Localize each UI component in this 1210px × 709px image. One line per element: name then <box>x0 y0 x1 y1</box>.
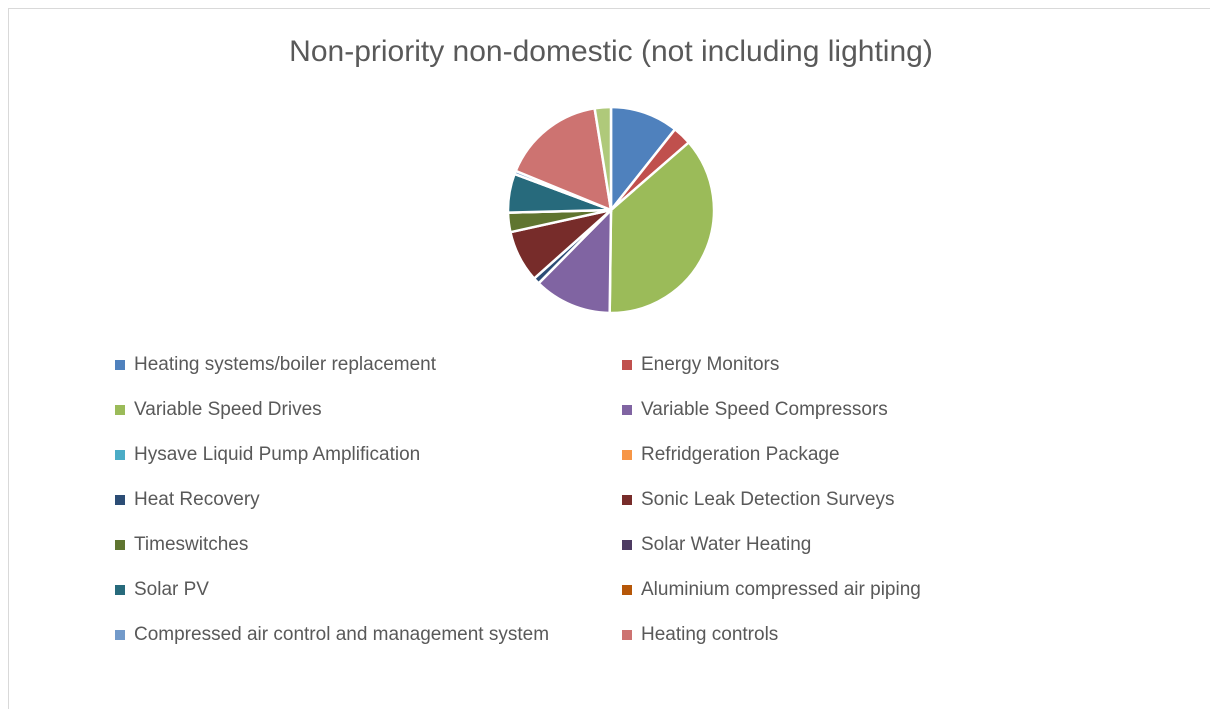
legend-swatch <box>622 585 632 595</box>
legend-label: Heating systems/boiler replacement <box>134 354 437 375</box>
legend-swatch <box>115 540 125 550</box>
pie-slice <box>609 105 677 214</box>
legend-label: Aluminium compressed air piping <box>641 579 921 600</box>
legend-swatch <box>622 495 632 505</box>
legend-swatch <box>622 360 632 370</box>
legend-label: Solar PV <box>134 579 209 600</box>
legend-swatch <box>115 585 125 595</box>
legend-label: Compressed air control and management sy… <box>134 624 549 645</box>
legend-label: Energy Monitors <box>641 354 779 375</box>
legend-label: Variable Speed Compressors <box>641 399 888 420</box>
legend-label: Variable Speed Drives <box>134 399 322 420</box>
legend-label: Heat Recovery <box>134 489 260 510</box>
legend-label: Timeswitches <box>134 534 248 555</box>
legend-swatch <box>622 450 632 460</box>
legend-swatch <box>622 630 632 640</box>
legend-swatch <box>115 495 125 505</box>
legend-label: Heating controls <box>641 624 778 645</box>
chart-title: Non-priority non-domestic (not including… <box>289 35 933 68</box>
legend-label: Refridgeration Package <box>641 444 840 465</box>
legend-label: Solar Water Heating <box>641 534 811 555</box>
legend-swatch <box>622 405 632 415</box>
legend-swatch <box>115 405 125 415</box>
legend-swatch <box>115 630 125 640</box>
legend-swatch <box>115 450 125 460</box>
pie-slice <box>536 206 613 315</box>
legend-swatch <box>622 540 632 550</box>
legend-label: Sonic Leak Detection Surveys <box>641 489 894 510</box>
pie-slice <box>593 105 613 211</box>
pie-slice <box>608 140 716 315</box>
pie-slice <box>514 106 613 213</box>
legend-label: Hysave Liquid Pump Amplification <box>134 444 420 465</box>
legend-swatch <box>115 360 125 370</box>
